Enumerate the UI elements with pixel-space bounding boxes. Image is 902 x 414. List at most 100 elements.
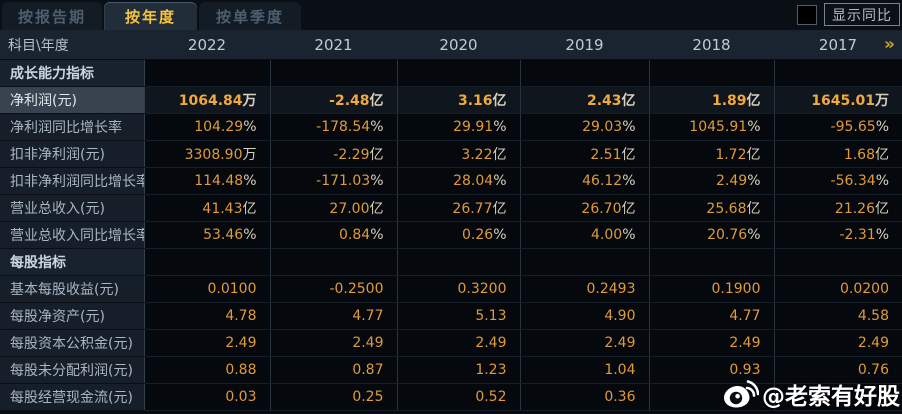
row-label[interactable]: 基本每股收益(元) [0,275,145,303]
value-cell[interactable]: 2.51亿 [520,140,650,168]
value-cell[interactable]: 3308.90万 [144,140,271,168]
row-label[interactable]: 每股净资产(元) [0,302,145,330]
value-cell[interactable]: 0.26% [397,221,521,249]
value-cell[interactable]: 0.2493 [520,275,650,303]
value-cell[interactable]: 25.68亿 [649,194,775,222]
tab-by-quarter[interactable]: 按单季度 [199,2,301,30]
value-cell[interactable]: 0.76 [774,356,902,384]
value-cell[interactable]: 2.49 [397,329,521,357]
value-cell[interactable]: -0.2500 [270,275,398,303]
value-cell[interactable]: 46.12% [520,167,650,195]
value-cell[interactable]: 0.3200 [397,275,521,303]
value-cell[interactable]: 53.46% [144,221,271,249]
year-header-2020: 2020 [397,30,520,60]
value-cell[interactable]: 4.78 [144,302,271,330]
value-cell[interactable]: 0.52 [397,383,521,411]
value-cell[interactable]: 0.36 [520,383,650,411]
row-label[interactable]: 营业总收入同比增长率 [0,221,145,249]
value-cell[interactable]: 1.89亿 [649,86,775,114]
value-number: 2.49 [716,173,748,189]
value-cell[interactable]: 0.84% [270,221,398,249]
value-cell[interactable]: 2.49% [649,167,775,195]
row-label[interactable]: 净利润同比增长率 [0,113,145,141]
value-cell[interactable]: 1064.84万 [144,86,271,114]
value-cell[interactable]: 1.23 [397,356,521,384]
value-number: 0.52 [475,389,507,405]
value-number: 0.0200 [840,281,889,297]
value-cell[interactable]: 1.04 [520,356,650,384]
value-cell[interactable]: 29.03% [520,113,650,141]
row-label[interactable]: 扣非净利润(元) [0,140,145,168]
value-cell[interactable]: -95.65% [774,113,902,141]
value-cell[interactable]: 2.43亿 [520,86,650,114]
value-cell[interactable]: 4.90 [520,302,650,330]
value-number: 2.49 [352,335,384,351]
value-cell[interactable]: -178.54% [270,113,398,141]
value-cell[interactable]: 0.88 [144,356,271,384]
value-number: 1.72 [715,147,747,163]
value-cell[interactable]: 4.77 [649,302,775,330]
value-cell[interactable]: -2.48亿 [270,86,398,114]
value-cell[interactable]: 2.49 [649,329,775,357]
row-label[interactable]: 扣非净利润同比增长率 [0,167,145,195]
value-cell[interactable]: 27.00亿 [270,194,398,222]
value-unit: % [747,173,761,189]
value-cell[interactable] [649,383,775,411]
value-cell[interactable]: 1645.01万 [774,86,902,114]
value-cell[interactable]: 0.93 [649,356,775,384]
value-cell[interactable]: 3.16亿 [397,86,521,114]
show-yoy-checkbox[interactable] [797,4,817,25]
value-cell[interactable]: 2.49 [520,329,650,357]
row-label[interactable]: 营业总收入(元) [0,194,145,222]
value-cell[interactable]: 2.49 [774,329,902,357]
row-label[interactable]: 净利润(元) [0,86,145,114]
value-number: 0.36 [604,389,636,405]
value-cell[interactable]: 28.04% [397,167,521,195]
value-cell[interactable]: 4.58 [774,302,902,330]
show-yoy-label[interactable]: 显示同比 [824,3,900,26]
value-cell[interactable]: 0.1900 [649,275,775,303]
tab-by-report-period[interactable]: 按报告期 [2,2,102,30]
value-cell[interactable]: -2.29亿 [270,140,398,168]
row-label[interactable]: 每股未分配利润(元) [0,356,145,384]
row-label[interactable]: 每股经营现金流(元) [0,383,145,411]
value-cell[interactable]: 0.87 [270,356,398,384]
year-header-2018: 2018 [649,30,774,60]
value-number: 26.70 [581,201,622,217]
value-cell[interactable]: 104.29% [144,113,271,141]
value-number: 1.23 [475,362,507,378]
value-cell[interactable]: 26.70亿 [520,194,650,222]
value-cell[interactable]: 21.26亿 [774,194,902,222]
value-cell[interactable]: 26.77亿 [397,194,521,222]
value-cell[interactable]: 0.25 [270,383,398,411]
value-cell[interactable]: 20.76% [649,221,775,249]
more-years-arrow-icon[interactable]: » [884,34,895,54]
value-unit: 亿 [746,201,761,217]
value-cell[interactable]: 114.48% [144,167,271,195]
value-cell[interactable]: 5.13 [397,302,521,330]
value-cell[interactable]: 3.22亿 [397,140,521,168]
row-label[interactable]: 每股资本公积金(元) [0,329,145,357]
value-cell[interactable]: -2.31% [774,221,902,249]
value-cell[interactable]: 29.91% [397,113,521,141]
value-cell[interactable] [774,383,902,411]
value-cell[interactable]: 4.00% [520,221,650,249]
value-cell[interactable]: 2.49 [270,329,398,357]
value-unit: 亿 [492,147,507,163]
value-cell[interactable]: 41.43亿 [144,194,271,222]
value-cell[interactable]: 0.0200 [774,275,902,303]
value-cell[interactable]: 1.68亿 [774,140,902,168]
value-cell[interactable]: 0.0100 [144,275,271,303]
value-unit: % [243,119,257,135]
value-cell[interactable]: -56.34% [774,167,902,195]
value-cell[interactable]: 1045.91% [649,113,775,141]
value-cell[interactable]: 1.72亿 [649,140,775,168]
value-number: 29.91 [453,119,494,135]
value-cell[interactable]: 4.77 [270,302,398,330]
value-cell[interactable]: -171.03% [270,167,398,195]
value-number: 1045.91 [689,119,748,135]
year-label: 2022 [187,35,227,54]
value-cell[interactable]: 2.49 [144,329,271,357]
tab-by-year[interactable]: 按年度 [104,2,197,30]
value-cell[interactable]: 0.03 [144,383,271,411]
